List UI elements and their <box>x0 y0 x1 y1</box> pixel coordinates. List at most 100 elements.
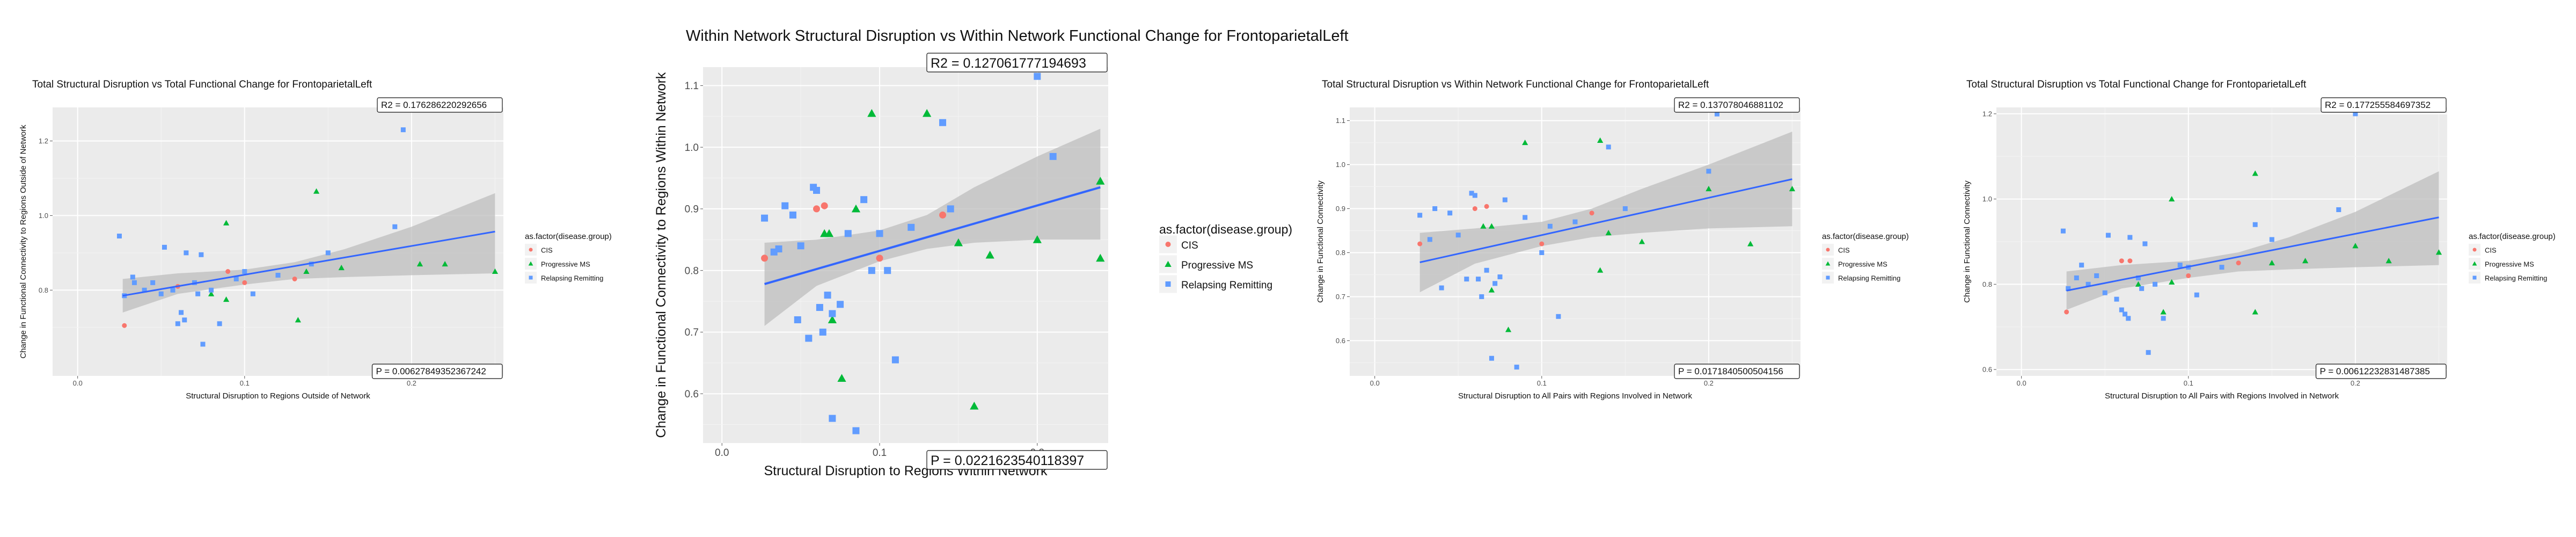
data-point-square <box>1492 281 1498 286</box>
data-point-square <box>2219 265 2224 270</box>
legend-circle-icon <box>1165 242 1171 247</box>
legend-item-label: CIS <box>1838 246 1850 254</box>
data-point-square <box>325 250 331 256</box>
data-point-square <box>275 273 281 278</box>
data-point-square <box>1479 294 1484 299</box>
data-point-square <box>775 245 782 253</box>
y-tick-label: 1.0 <box>39 212 48 220</box>
legend-circle-icon <box>1826 248 1830 252</box>
p-label: P = 0.00612232831487385 <box>2320 366 2430 376</box>
data-point-square <box>794 316 801 323</box>
legend-triangle-icon <box>1825 261 1831 266</box>
data-point-square <box>2252 222 2258 227</box>
data-point-circle <box>939 211 947 219</box>
data-point-square <box>184 250 189 256</box>
data-point-triangle <box>2160 309 2167 315</box>
data-point-triangle <box>828 315 837 323</box>
data-point-square <box>116 234 122 239</box>
x-tick-label: 0.0 <box>73 379 83 387</box>
legend-item-label: Relapsing Remitting <box>1838 274 1900 282</box>
data-point-square <box>2060 228 2066 234</box>
data-point-triangle <box>2169 279 2175 285</box>
data-point-circle <box>292 276 297 281</box>
data-point-triangle <box>2169 196 2175 202</box>
p-label-box <box>371 364 503 379</box>
data-point-square <box>2119 307 2124 313</box>
y-axis-label: Change in Functional Connectivity to Reg… <box>654 72 669 438</box>
data-point-triangle <box>313 188 320 194</box>
data-point-triangle <box>837 374 846 382</box>
data-point-square <box>1484 267 1489 273</box>
p-label: P = 0.0221623540118397 <box>931 453 1084 468</box>
data-point-square <box>392 224 398 229</box>
data-point-triangle <box>1597 267 1604 273</box>
x-tick-label: 0.1 <box>240 379 250 387</box>
data-point-triangle <box>1480 223 1487 229</box>
data-point-square <box>1606 144 1611 150</box>
data-point-triangle <box>2252 309 2258 315</box>
data-point-square <box>2127 235 2133 240</box>
y-tick-label: 0.9 <box>685 204 699 215</box>
data-point-square <box>2194 292 2199 297</box>
y-tick-label: 1.0 <box>685 142 699 154</box>
data-point-circle <box>761 255 769 262</box>
legend-square-icon <box>2472 275 2477 280</box>
data-point-circle <box>242 280 247 285</box>
data-point-square <box>797 242 804 250</box>
data-point-square <box>1469 191 1474 196</box>
legend-square-icon <box>1826 275 1830 280</box>
data-point-square <box>200 342 206 347</box>
data-point-square <box>195 291 201 296</box>
legend-item-label: Relapsing Remitting <box>1181 280 1272 291</box>
data-point-square <box>824 292 831 299</box>
data-point-triangle <box>923 108 932 117</box>
data-point-square <box>1706 169 1711 174</box>
legend-title: as.factor(disease.group) <box>525 232 612 241</box>
legend-item-label: Relapsing Remitting <box>2485 274 2547 282</box>
x-tick-label: 0.2 <box>1704 379 1714 387</box>
legend-square-icon <box>1165 281 1171 287</box>
data-point-square <box>2074 275 2079 280</box>
confidence-ribbon <box>1419 132 1792 293</box>
legend-item-label: Progressive MS <box>1838 260 1887 268</box>
data-point-triangle <box>2135 281 2142 287</box>
data-point-square <box>1502 197 1507 202</box>
p-label: P = 0.00627849352367242 <box>376 366 486 376</box>
data-point-circle <box>2236 260 2241 266</box>
r2-label: R2 = 0.177255584697352 <box>2325 100 2431 110</box>
data-point-circle <box>2119 258 2124 264</box>
y-tick-label: 1.2 <box>1982 110 1992 118</box>
data-point-square <box>2153 281 2158 287</box>
data-point-square <box>199 252 204 257</box>
data-point-circle <box>225 269 231 274</box>
legend-circle-icon <box>529 248 533 252</box>
data-point-square <box>130 274 135 280</box>
data-point-triangle <box>1488 223 1495 229</box>
regression-line <box>764 186 1101 285</box>
y-tick-label: 0.9 <box>1336 205 1345 213</box>
r2-label: R2 = 0.127061777194693 <box>931 56 1086 71</box>
r2-label-box <box>377 97 503 113</box>
data-point-square <box>1049 153 1057 160</box>
x-tick-label: 0.0 <box>1370 379 1380 387</box>
data-point-triangle <box>824 229 834 237</box>
data-point-square <box>242 269 247 274</box>
data-point-triangle <box>1789 186 1796 192</box>
data-point-triangle <box>851 204 861 213</box>
data-point-square <box>819 328 826 336</box>
data-point-triangle <box>1033 235 1042 243</box>
x-tick-label: 0.1 <box>873 447 887 459</box>
data-point-square <box>2094 273 2099 278</box>
data-point-triangle <box>1597 137 1604 143</box>
data-point-square <box>2146 350 2151 355</box>
regression-line <box>122 230 495 297</box>
data-point-square <box>250 291 255 296</box>
data-point-triangle <box>1096 253 1105 262</box>
data-point-square <box>2135 275 2141 280</box>
data-point-square <box>939 119 947 126</box>
data-point-square <box>1427 237 1432 242</box>
data-point-square <box>2102 290 2107 295</box>
data-point-square <box>805 335 813 342</box>
data-point-square <box>162 244 167 250</box>
data-point-triangle <box>223 220 230 226</box>
